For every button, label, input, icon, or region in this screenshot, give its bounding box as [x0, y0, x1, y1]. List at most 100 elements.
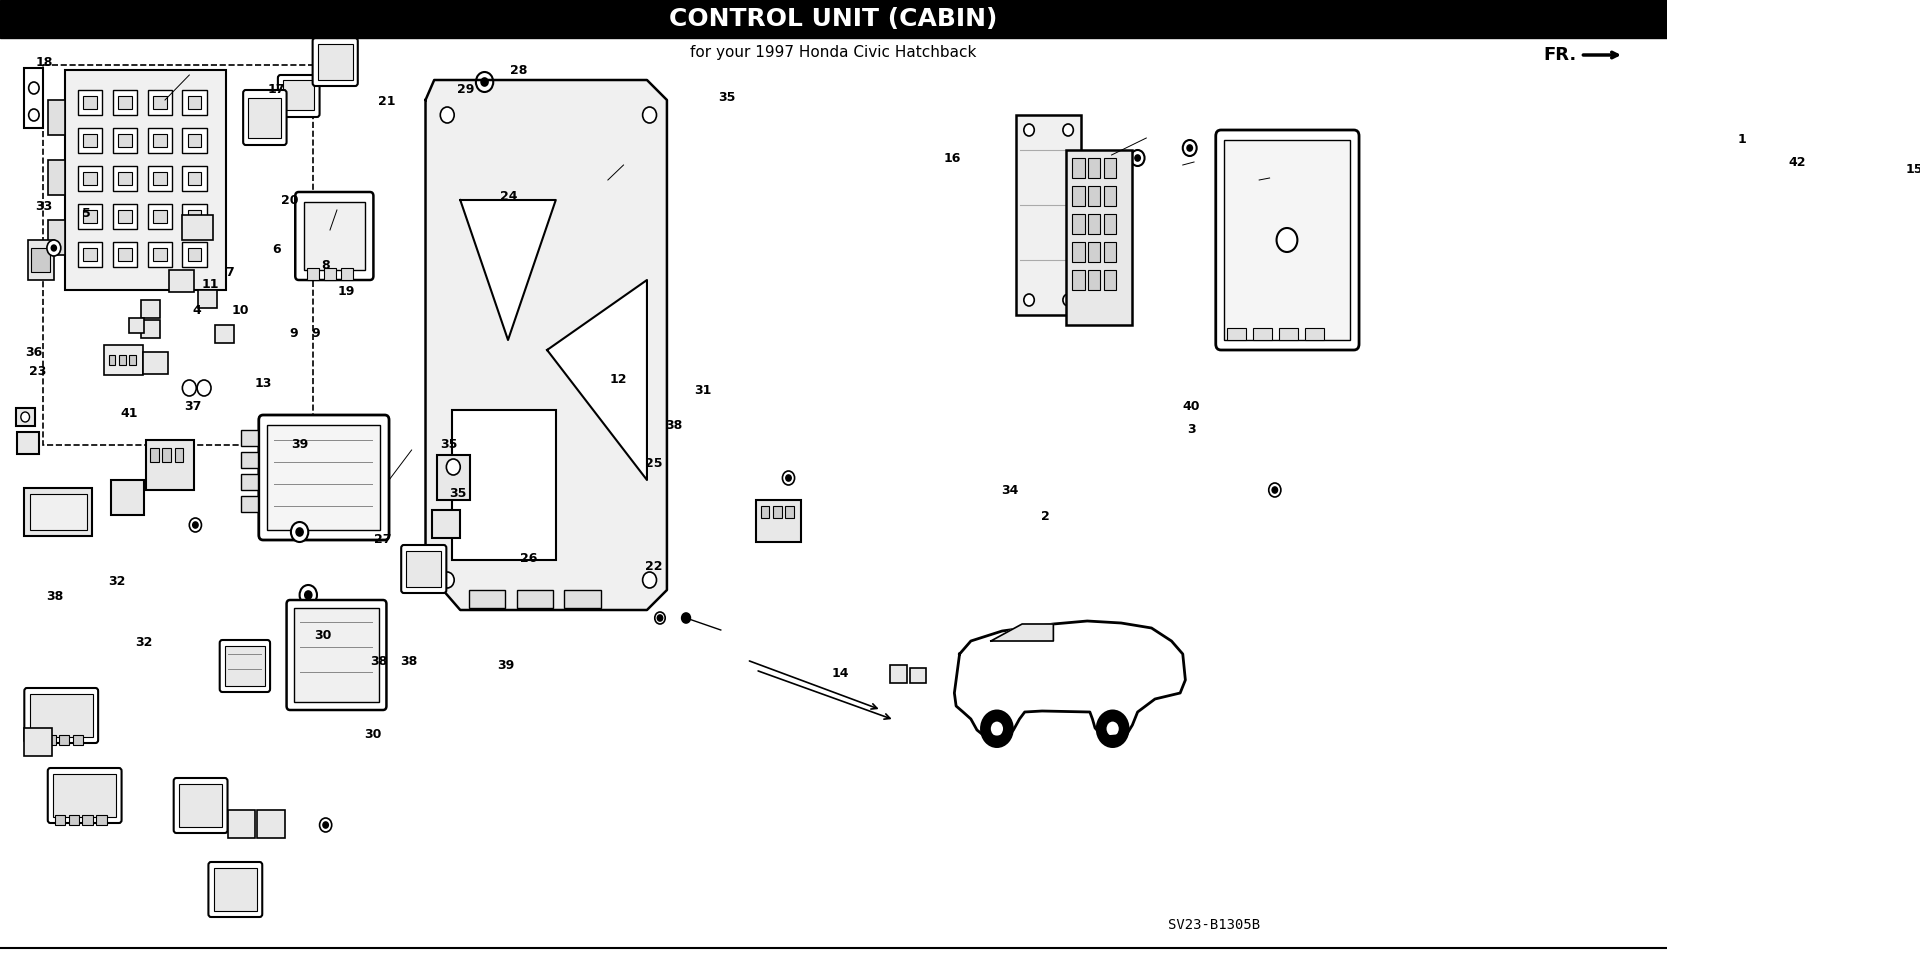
Text: 32: 32 — [108, 575, 127, 588]
FancyBboxPatch shape — [1215, 130, 1359, 350]
Circle shape — [292, 522, 309, 542]
Bar — [48, 220, 65, 255]
Circle shape — [29, 82, 38, 94]
Bar — [1073, 158, 1085, 178]
Circle shape — [52, 245, 56, 251]
Circle shape — [21, 412, 29, 422]
Bar — [25, 488, 92, 536]
Text: 12: 12 — [611, 373, 628, 386]
Bar — [240, 496, 257, 512]
Bar — [119, 248, 132, 261]
Bar — [83, 210, 98, 223]
Text: 41: 41 — [121, 408, 138, 420]
Bar — [1073, 270, 1085, 290]
Bar — [113, 166, 136, 191]
Bar — [119, 172, 132, 185]
Bar — [60, 735, 69, 745]
Bar — [228, 810, 255, 838]
Text: 27: 27 — [374, 533, 392, 547]
Text: 30: 30 — [365, 728, 382, 740]
Bar — [1104, 242, 1116, 262]
Bar — [1279, 328, 1298, 340]
Bar — [1089, 242, 1100, 262]
Bar — [148, 166, 173, 191]
Bar — [257, 810, 284, 838]
FancyBboxPatch shape — [219, 640, 271, 692]
Text: 14: 14 — [831, 667, 849, 680]
Text: 38: 38 — [371, 655, 388, 668]
FancyBboxPatch shape — [209, 862, 263, 917]
Circle shape — [1269, 483, 1281, 497]
Bar — [755, 500, 801, 542]
Circle shape — [192, 522, 198, 528]
Bar — [785, 506, 793, 518]
Circle shape — [296, 528, 303, 536]
Text: 16: 16 — [945, 152, 962, 165]
Bar — [215, 325, 234, 343]
Bar — [96, 815, 108, 825]
Bar — [144, 352, 167, 374]
Circle shape — [46, 240, 61, 256]
Circle shape — [198, 380, 211, 396]
Bar — [154, 172, 167, 185]
Circle shape — [440, 107, 455, 123]
Bar — [213, 868, 257, 911]
Bar — [113, 204, 136, 229]
Bar — [188, 96, 202, 109]
Bar — [83, 96, 98, 109]
FancyBboxPatch shape — [244, 90, 286, 145]
Text: 3: 3 — [1187, 423, 1196, 435]
Text: 20: 20 — [280, 194, 298, 207]
Text: 32: 32 — [134, 636, 152, 649]
FancyBboxPatch shape — [278, 75, 319, 117]
Circle shape — [29, 109, 38, 121]
Text: 31: 31 — [695, 385, 712, 397]
Circle shape — [643, 107, 657, 123]
Text: 8: 8 — [321, 259, 330, 271]
Circle shape — [1096, 711, 1129, 747]
Text: for your 1997 Honda Civic Hatchback: for your 1997 Honda Civic Hatchback — [691, 44, 977, 59]
Bar — [188, 210, 202, 223]
Bar — [17, 432, 38, 454]
Circle shape — [1183, 140, 1196, 156]
Bar — [129, 355, 136, 365]
Circle shape — [445, 459, 461, 475]
Text: 37: 37 — [184, 400, 202, 412]
Text: 1: 1 — [1738, 132, 1745, 146]
Text: 26: 26 — [520, 552, 538, 565]
Circle shape — [1131, 150, 1144, 166]
Text: 9: 9 — [311, 327, 321, 340]
Bar — [79, 90, 102, 115]
Circle shape — [981, 711, 1012, 747]
Text: 39: 39 — [292, 438, 309, 451]
Bar — [1225, 140, 1350, 340]
Text: 11: 11 — [202, 277, 219, 291]
Bar — [69, 815, 79, 825]
Bar — [54, 774, 117, 817]
Bar — [319, 44, 353, 80]
Text: 21: 21 — [378, 95, 396, 107]
Bar — [240, 430, 257, 446]
Text: 2: 2 — [1041, 510, 1050, 524]
Bar — [438, 455, 470, 500]
Text: 19: 19 — [338, 285, 355, 298]
Bar — [182, 90, 207, 115]
Bar — [83, 134, 98, 147]
Bar — [182, 242, 207, 267]
Bar — [564, 590, 601, 608]
Bar — [119, 210, 132, 223]
FancyBboxPatch shape — [173, 778, 228, 833]
Circle shape — [657, 615, 662, 621]
Bar — [169, 270, 194, 292]
Bar — [451, 410, 555, 560]
Bar — [182, 166, 207, 191]
Text: 25: 25 — [645, 456, 662, 470]
Bar — [119, 134, 132, 147]
Circle shape — [319, 818, 332, 832]
Bar — [79, 242, 102, 267]
Circle shape — [476, 72, 493, 92]
Circle shape — [655, 612, 664, 624]
Bar — [182, 128, 207, 153]
Bar — [83, 815, 92, 825]
Bar — [432, 510, 461, 538]
